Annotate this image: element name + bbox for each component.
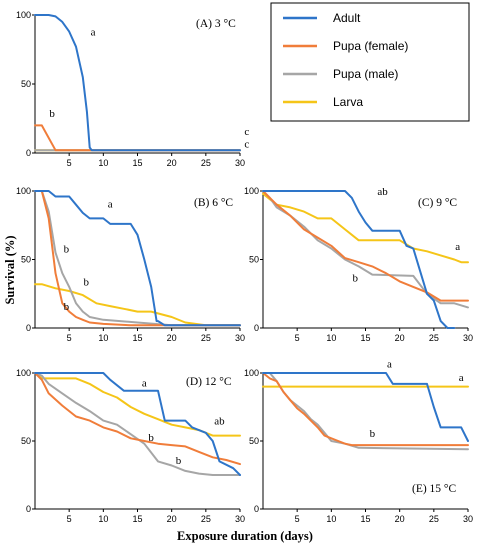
panel-a-significance-letter: c — [244, 138, 249, 150]
panel-a-y-tick-label: 100 — [16, 10, 31, 20]
panel-b: (B) 6 °C 5 10 15 20 25 30 0 50 100 a b b b — [16, 186, 245, 343]
panel-e-y-tick-label: 100 — [244, 368, 259, 378]
panel-b-significance-letter: b — [84, 277, 90, 289]
panel-e-title: (E) 15 °C — [412, 483, 457, 495]
panel-d-x-tick-label: 10 — [98, 514, 108, 524]
panel-b-significance-letter: a — [108, 198, 113, 210]
panel-c-x-tick-label: 20 — [395, 333, 405, 343]
panel-d-x-tick-label: 5 — [67, 514, 72, 524]
panel-b-series-pupa-female — [34, 190, 241, 327]
panel-e-significance-letter: b — [370, 428, 376, 440]
x-axis-label: Exposure duration (days) — [177, 529, 313, 543]
panel-b-series-pupa-male — [34, 190, 241, 327]
panel-b-x-tick-label: 10 — [98, 333, 108, 343]
panel-c-x-tick-label: 30 — [463, 333, 473, 343]
legend: Adult Pupa (female) Pupa (male) Larva — [270, 2, 470, 122]
panel-d-x-tick-label: 20 — [167, 514, 177, 524]
panel-a-x-tick-label: 25 — [201, 158, 211, 168]
panel-e-y-tick-label: 50 — [249, 436, 259, 446]
panel-b-significance-letter: b — [64, 244, 70, 256]
panel-d: (D) 12 °C 5 10 15 20 25 30 0 50 100 a ab b b — [16, 368, 245, 524]
panel-e-series-adult — [262, 372, 469, 442]
panel-c-x-tick-label: 25 — [429, 333, 439, 343]
panel-d-title: (D) 12 °C — [186, 376, 232, 388]
panel-c-x-tick-label: 15 — [360, 333, 370, 343]
panel-b-x-tick-label: 20 — [167, 333, 177, 343]
panel-d-x-tick-label: 25 — [201, 514, 211, 524]
panel-e-significance-letter: a — [459, 372, 464, 384]
panel-a-x-tick-label: 10 — [98, 158, 108, 168]
panel-e-significance-letter: a — [387, 359, 392, 371]
panel-e-series-pupa-male — [262, 372, 469, 451]
legend-label-pupa-male: Pupa (male) — [333, 67, 398, 81]
panel-a-series-pupa-female — [34, 124, 241, 152]
panel-a-title: (A) 3 °C — [196, 18, 236, 30]
panel-d-x-tick-label: 15 — [132, 514, 142, 524]
y-axis-label: Survival (%) — [3, 235, 17, 304]
panel-e-series-pupa-female — [262, 372, 469, 447]
panel-a-x-tick-label: 20 — [167, 158, 177, 168]
panel-b-y-tick-label: 100 — [16, 186, 31, 196]
panel-e-x-tick-label: 5 — [295, 514, 300, 524]
panel-d-series-adult — [34, 372, 241, 476]
panel-c-x-tick-label: 5 — [295, 333, 300, 343]
panel-a-significance-letter: b — [49, 108, 55, 120]
legend-label-adult: Adult — [333, 11, 361, 25]
panel-d-significance-letter: b — [148, 432, 154, 444]
panel-a-series-adult — [34, 14, 241, 152]
panel-c-series-pupa-male — [262, 190, 469, 309]
panel-c-significance-letter: ab — [377, 186, 388, 198]
panel-d-significance-letter: a — [142, 378, 147, 390]
panel-d-y-tick-label: 0 — [26, 504, 31, 514]
panel-c-y-tick-label: 50 — [249, 255, 259, 265]
panel-b-series-larva — [34, 283, 241, 327]
panel-d-series-pupa-female — [34, 372, 241, 466]
panel-b-x-tick-label: 25 — [201, 333, 211, 343]
legend-label-larva: Larva — [333, 95, 363, 109]
panel-e-x-tick-label: 25 — [429, 514, 439, 524]
panel-c-x-tick-label: 10 — [326, 333, 336, 343]
panel-b-title: (B) 6 °C — [194, 197, 233, 209]
panel-b-y-tick-label: 50 — [21, 255, 31, 265]
legend-label-pupa-female: Pupa (female) — [333, 39, 408, 53]
panel-b-y-tick-label: 0 — [26, 323, 31, 333]
panel-c-y-tick-label: 0 — [254, 323, 259, 333]
panel-e: (E) 15 °C 5 10 15 20 25 30 0 50 100 a a b — [244, 359, 473, 524]
panel-c-series-pupa-female — [262, 190, 469, 302]
panel-a-y-tick-label: 50 — [21, 79, 31, 89]
panel-e-x-tick-label: 15 — [360, 514, 370, 524]
panel-b-x-tick-label: 5 — [67, 333, 72, 343]
panel-d-series-pupa-male — [34, 372, 241, 476]
panel-a-x-tick-label: 30 — [235, 158, 245, 168]
panel-c-significance-letter: b — [353, 272, 359, 284]
panel-c-significance-letter: a — [455, 241, 460, 253]
panel-c-title: (C) 9 °C — [418, 197, 457, 209]
panel-a-significance-letter: a — [91, 27, 96, 39]
panel-c-series-larva — [262, 192, 469, 264]
panel-a-significance-letter: c — [244, 126, 249, 138]
panel-e-x-tick-label: 30 — [463, 514, 473, 524]
panel-b-series-adult — [34, 190, 241, 327]
panel-b-significance-letter: b — [64, 301, 70, 313]
panel-b-x-tick-label: 30 — [235, 333, 245, 343]
panel-e-x-tick-label: 10 — [326, 514, 336, 524]
panel-a-x-tick-label: 15 — [132, 158, 142, 168]
legend-box — [270, 2, 470, 122]
panel-d-y-tick-label: 100 — [16, 368, 31, 378]
panel-d-significance-letter: ab — [214, 416, 225, 428]
panel-a-x-tick-label: 5 — [67, 158, 72, 168]
panel-d-significance-letter: b — [176, 455, 182, 467]
panel-a: (A) 3 °C 5 10 15 20 25 30 0 50 100 a b cc — [16, 10, 249, 168]
panel-d-x-tick-label: 30 — [235, 514, 245, 524]
panel-a-y-tick-label: 0 — [26, 148, 31, 158]
panel-c-y-tick-label: 100 — [244, 186, 259, 196]
panel-e-y-tick-label: 0 — [254, 504, 259, 514]
panel-d-y-tick-label: 50 — [21, 436, 31, 446]
panel-b-x-tick-label: 15 — [132, 333, 142, 343]
panel-e-x-tick-label: 20 — [395, 514, 405, 524]
panel-c-series-adult — [262, 190, 456, 329]
